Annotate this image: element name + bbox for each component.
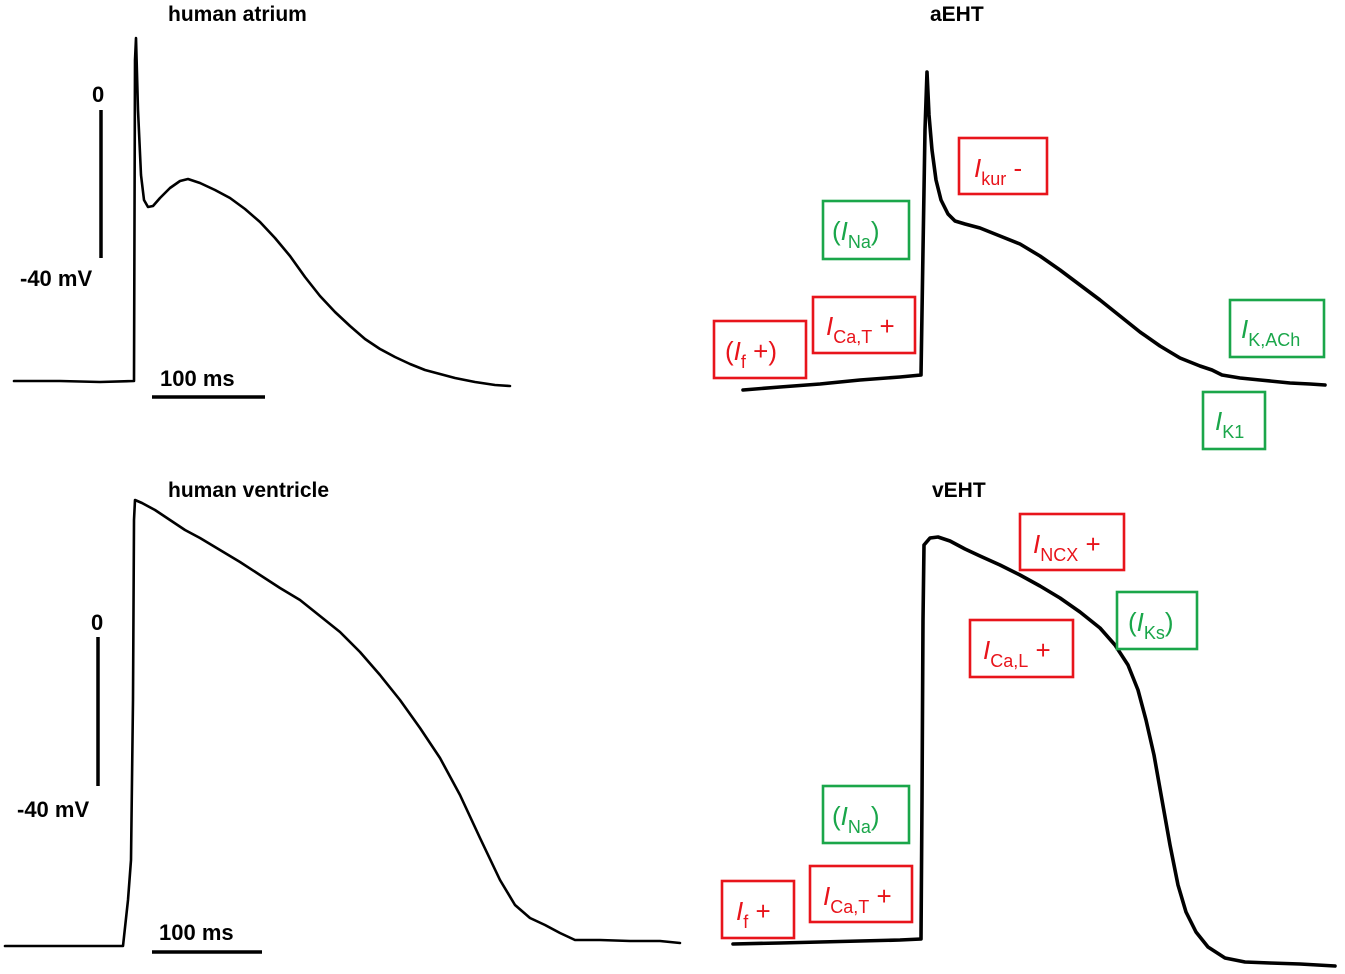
aEHT-action-potential-trace — [741, 70, 1327, 392]
current-label-I-K1: IK1 — [1201, 390, 1267, 451]
current-label-I-f: If + — [720, 879, 796, 940]
atrial-action-potential-trace — [12, 36, 512, 388]
panel-human-atrium: human atrium 0 -40 mV 100 ms — [12, 3, 512, 399]
time-scale-label: 100 ms — [159, 920, 234, 945]
svg-text:INCX +: INCX + — [1033, 529, 1101, 565]
voltage-scale-label: -40 mV — [20, 266, 92, 291]
panel-aEHT: aEHT Ikur - (INa) ICa,T + (If +) IK,ACh … — [712, 3, 1327, 451]
svg-text:ICa,T +: ICa,T + — [823, 881, 892, 917]
current-label-I-Na: (INa) — [821, 199, 911, 261]
svg-text:(INa): (INa) — [832, 801, 880, 837]
current-label-I-Na: (INa) — [821, 784, 911, 845]
svg-text:If +: If + — [736, 896, 771, 932]
svg-text:(If +): (If +) — [725, 336, 777, 372]
current-label-I-CaL: ICa,L + — [968, 618, 1075, 679]
svg-text:IK1: IK1 — [1215, 406, 1244, 442]
current-label-I-Ks: (IKs) — [1115, 590, 1199, 651]
vEHT-action-potential-trace — [731, 535, 1337, 968]
current-label-I-NCX: INCX + — [1018, 512, 1126, 572]
panel-title-human-atrium: human atrium — [168, 3, 307, 26]
panel-title-aEHT: aEHT — [930, 3, 984, 26]
panel-human-ventricle: human ventricle 0 -40 mV 100 ms — [3, 479, 682, 954]
voltage-scale-label: -40 mV — [17, 797, 89, 822]
current-label-I-CaT: ICa,T + — [808, 864, 914, 924]
voltage-zero-label: 0 — [91, 610, 103, 635]
svg-text:ICa,L +: ICa,L + — [983, 635, 1051, 671]
current-label-I-CaT: ICa,T + — [811, 295, 917, 355]
time-scale-label: 100 ms — [160, 366, 235, 391]
voltage-zero-label: 0 — [92, 82, 104, 107]
current-label-I-KACh: IK,ACh — [1228, 298, 1326, 359]
current-label-I-f: (If +) — [712, 319, 808, 380]
svg-text:(IKs): (IKs) — [1128, 607, 1174, 643]
current-label-I-kur: Ikur - — [957, 136, 1049, 196]
panel-vEHT: vEHT INCX + (IKs) ICa,L + (INa) If + ICa… — [720, 479, 1337, 968]
panel-title-human-ventricle: human ventricle — [168, 479, 329, 502]
panel-title-vEHT: vEHT — [932, 479, 986, 502]
svg-text:Ikur -: Ikur - — [974, 153, 1022, 189]
ventricular-action-potential-trace — [3, 498, 682, 948]
svg-text:(INa): (INa) — [832, 216, 880, 252]
svg-text:ICa,T +: ICa,T + — [826, 311, 895, 347]
svg-text:IK,ACh: IK,ACh — [1241, 314, 1300, 350]
